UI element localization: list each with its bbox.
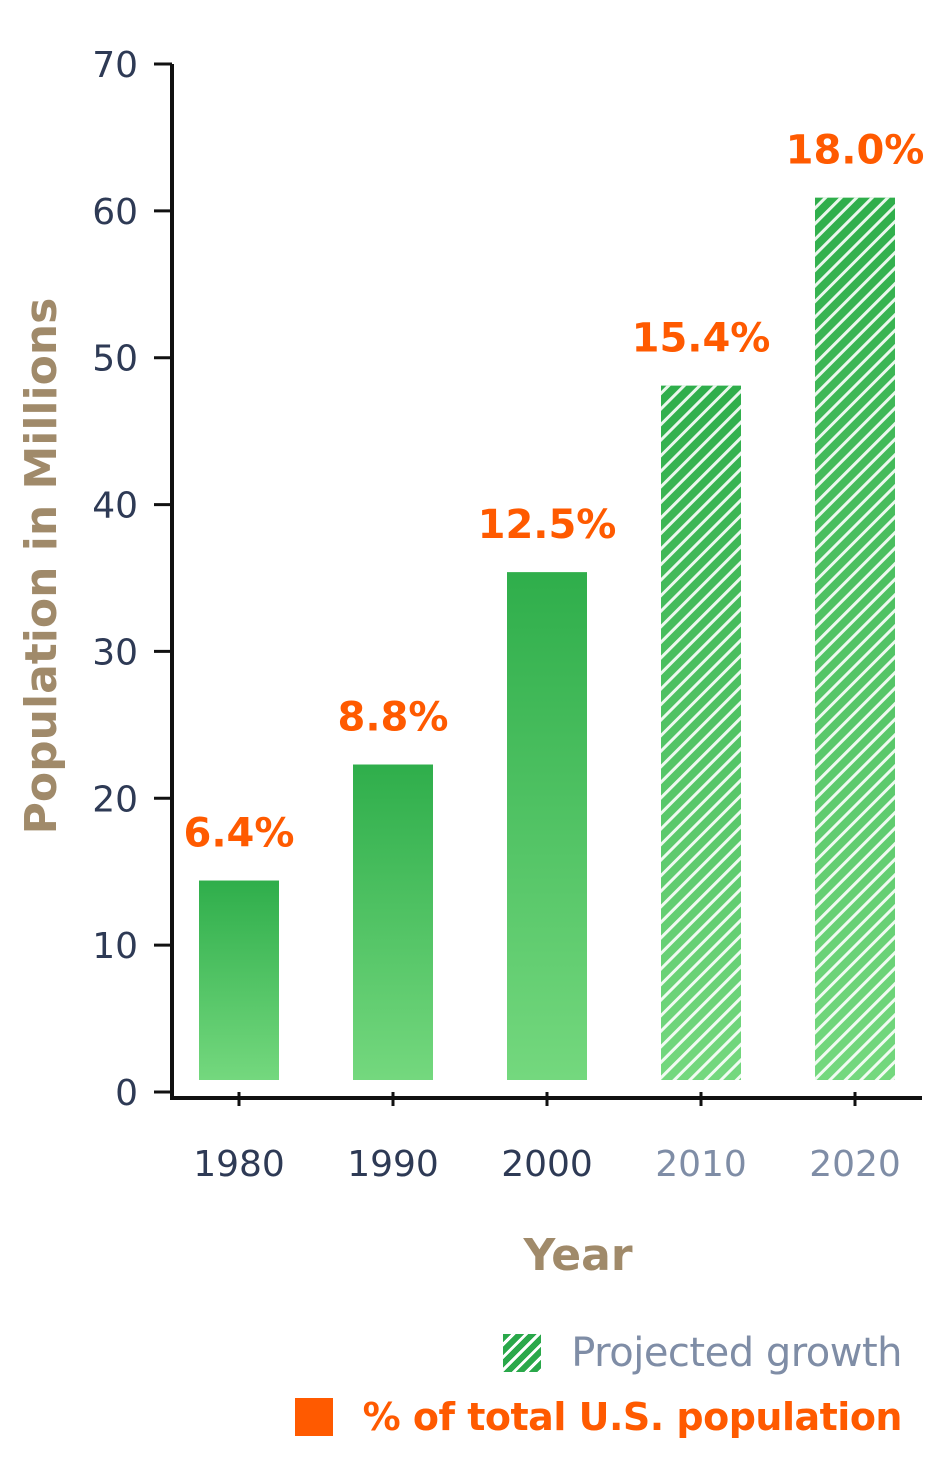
x-tick-label: 2000 xyxy=(501,1144,593,1185)
bar xyxy=(507,572,587,1080)
legend-percent: % of total U.S. population xyxy=(294,1395,903,1439)
y-tick-label: 0 xyxy=(115,1073,138,1114)
bar-hatch-overlay xyxy=(815,197,895,1080)
hatch-swatch-icon xyxy=(503,1334,542,1372)
y-axis-title: Population in Millions xyxy=(16,298,67,835)
y-tick-label: 20 xyxy=(92,779,138,820)
bar-data-label: 15.4% xyxy=(632,316,771,362)
bar-data-label: 6.4% xyxy=(184,811,295,857)
x-tick-label: 2020 xyxy=(809,1144,901,1185)
orange-square-icon xyxy=(294,1398,333,1436)
legend-projected-label: Projected growth xyxy=(571,1330,902,1376)
y-tick-label: 50 xyxy=(92,339,138,380)
y-tick-label: 70 xyxy=(92,45,138,86)
bar xyxy=(199,880,279,1080)
x-tick-label: 1990 xyxy=(347,1144,439,1185)
bar-data-label: 8.8% xyxy=(338,695,449,741)
x-tick-label: 1980 xyxy=(193,1144,285,1185)
bar-group xyxy=(507,572,587,1080)
legend-percent-label: % of total U.S. population xyxy=(362,1395,903,1439)
bar-group xyxy=(199,880,279,1080)
y-tick-label: 40 xyxy=(92,486,138,527)
bar-data-label: 12.5% xyxy=(478,502,617,548)
y-tick-label: 30 xyxy=(92,632,138,673)
bar-group xyxy=(815,197,895,1080)
x-tick-label: 2010 xyxy=(655,1144,747,1185)
bar xyxy=(353,764,433,1080)
bar-group xyxy=(661,385,741,1080)
y-tick-label: 10 xyxy=(92,926,138,967)
bar-data-label: 18.0% xyxy=(786,128,925,174)
legend-projected: Projected growth xyxy=(503,1330,902,1376)
y-tick-label: 60 xyxy=(92,192,138,233)
bar-group xyxy=(353,764,433,1080)
x-axis-title: Year xyxy=(522,1230,632,1281)
bar-hatch-overlay xyxy=(661,385,741,1080)
